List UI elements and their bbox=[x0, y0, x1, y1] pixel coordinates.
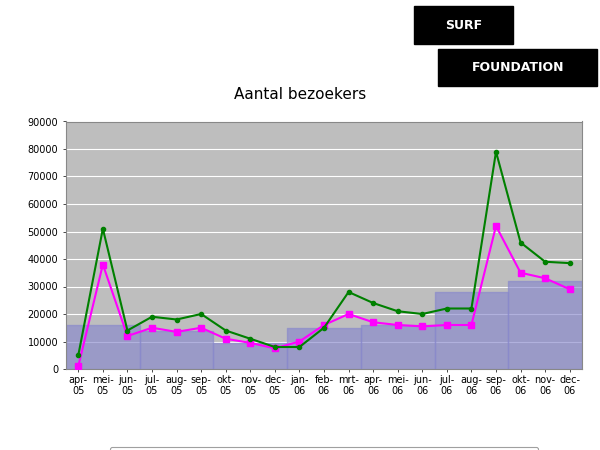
Text: SURF: SURF bbox=[445, 19, 482, 32]
Text: FOUNDATION: FOUNDATION bbox=[472, 61, 564, 74]
Text: Aantal bezoekers: Aantal bezoekers bbox=[234, 87, 366, 102]
FancyBboxPatch shape bbox=[414, 6, 513, 44]
FancyBboxPatch shape bbox=[438, 49, 597, 86]
Legend: Unieke Bezoekers, Aantal Bezoekers, kwartaal gemiddelde: Unieke Bezoekers, Aantal Bezoekers, kwar… bbox=[110, 447, 538, 450]
